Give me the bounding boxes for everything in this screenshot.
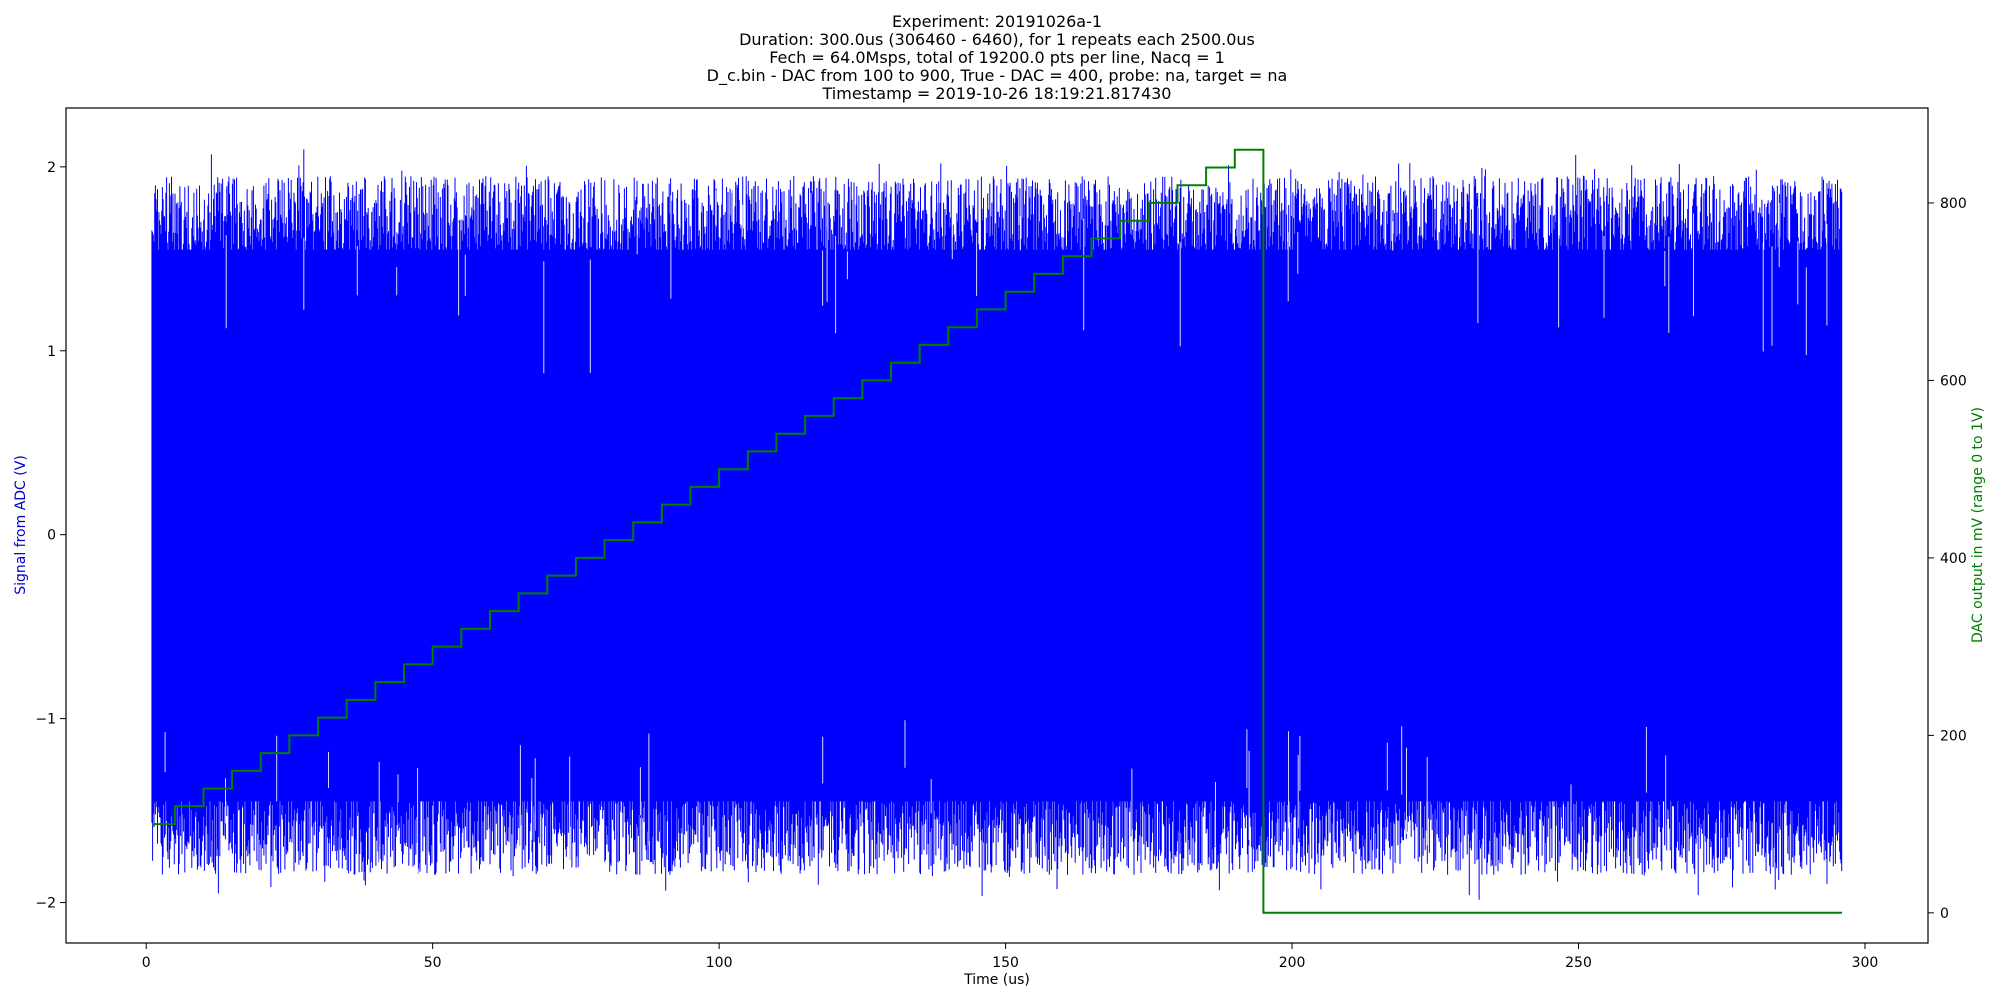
left-y-tick-label: −2: [35, 896, 56, 912]
plot-frame: [65, 107, 1929, 944]
adc-signal-dropouts: [164, 187, 1828, 884]
x-tick-label: 150: [992, 955, 1019, 971]
left-y-tick-label: −1: [35, 712, 56, 728]
title-line-5: Timestamp = 2019-10-26 18:19:21.817430: [822, 84, 1172, 103]
x-tick-label: 250: [1565, 955, 1592, 971]
left-y-axis-label: Signal from ADC (V): [13, 455, 29, 595]
title-line-1: Experiment: 20191026a-1: [892, 12, 1102, 31]
dac-output-series: [151, 148, 1843, 914]
adc-signal-trace: [151, 149, 1843, 900]
dac-step-line: [151, 148, 1843, 914]
right-y-tick-label: 0: [1940, 906, 1949, 922]
adc-signal-series: [151, 149, 1843, 900]
right-y-tick-label: 800: [1940, 196, 1967, 212]
left-y-tick-label: 1: [47, 344, 56, 360]
x-tick-label: 200: [1279, 955, 1306, 971]
right-y-tick-label: 400: [1940, 551, 1967, 567]
title-line-3: Fech = 64.0Msps, total of 19200.0 pts pe…: [769, 48, 1225, 67]
chart-title: Experiment: 20191026a-1 Duration: 300.0u…: [707, 12, 1288, 103]
x-tick-label: 0: [142, 955, 151, 971]
title-line-2: Duration: 300.0us (306460 - 6460), for 1…: [739, 30, 1255, 49]
right-y-tick-label: 600: [1940, 373, 1967, 389]
x-tick-label: 50: [424, 955, 442, 971]
left-y-tick-label: 2: [47, 160, 56, 176]
left-y-tick-label: 0: [47, 528, 56, 544]
x-axis-label: Time (us): [963, 972, 1030, 988]
right-y-axis-ticks: 0 200 400 600 800: [1928, 196, 1967, 922]
left-y-axis-ticks: −2 −1 0 1 2: [35, 160, 66, 912]
right-y-tick-label: 200: [1940, 728, 1967, 744]
x-axis-ticks: 0 50 100 150 200 250 300: [142, 943, 1879, 971]
x-tick-label: 100: [706, 955, 733, 971]
right-y-axis-label: DAC output in mV (range 0 to 1V): [1970, 407, 1986, 643]
x-tick-label: 300: [1852, 955, 1879, 971]
title-line-4: D_c.bin - DAC from 100 to 900, True - DA…: [707, 66, 1288, 86]
